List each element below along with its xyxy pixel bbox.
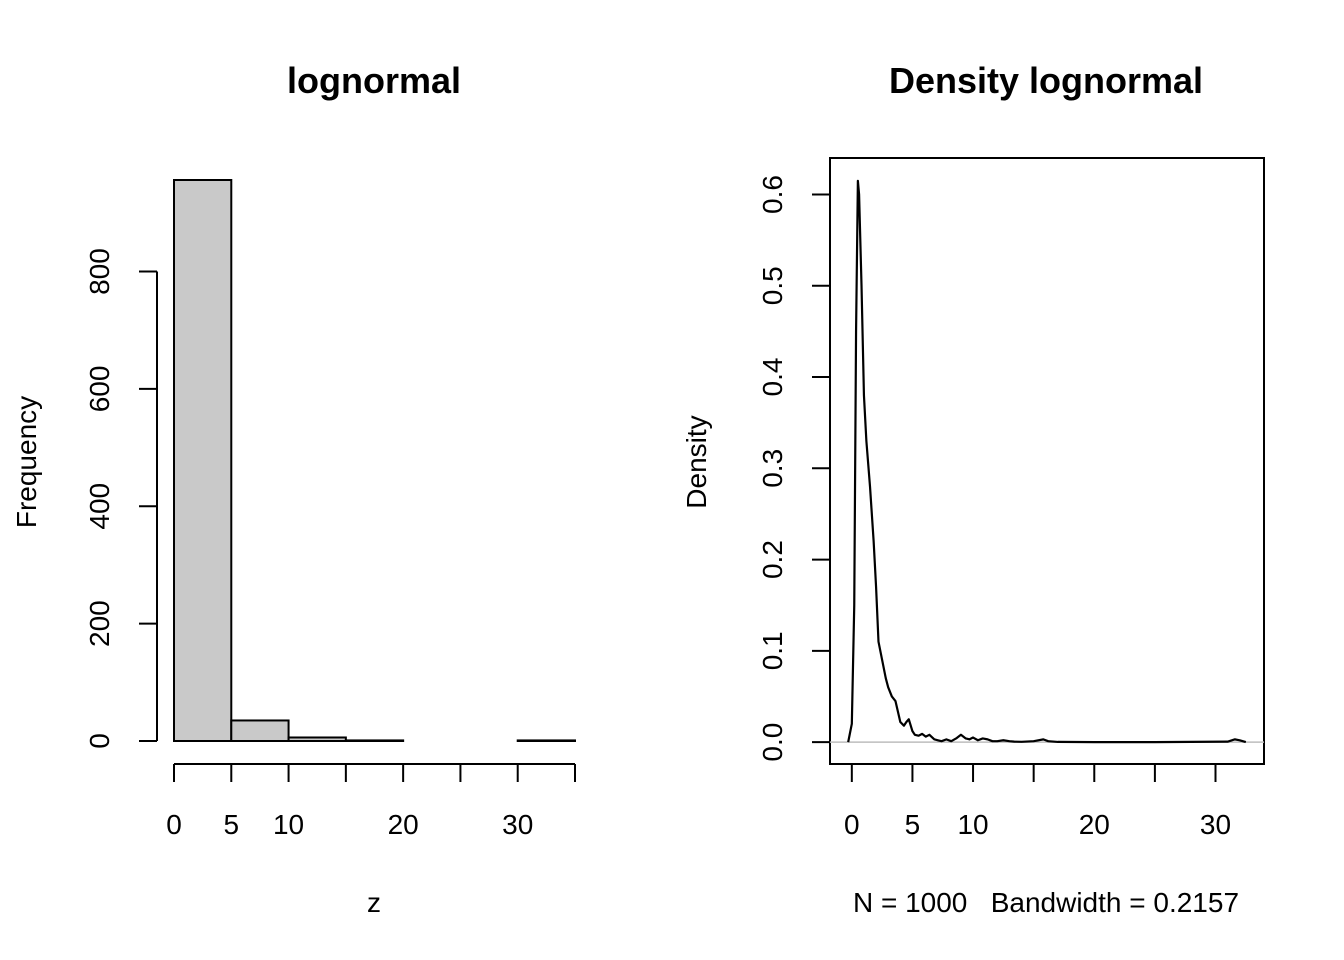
density-plot-frame <box>829 157 1265 765</box>
histogram-panel: lognormal z Frequency 0 5 10 20 30 0 200 400 60… <box>11 60 577 918</box>
histogram-y-tick-label: 0 <box>84 733 115 749</box>
histogram-y-tick-label: 600 <box>84 366 115 413</box>
histogram-x-tick-label: 5 <box>223 809 239 840</box>
histogram-y-tick-label: 800 <box>84 248 115 295</box>
histogram-x-tick-label: 10 <box>273 809 304 840</box>
density-panel: Density lognormal N = 1000 Bandwidth = 0… <box>681 60 1265 918</box>
density-y-tick-label: 0.3 <box>757 449 788 488</box>
histogram-y-axis-label: Frequency <box>11 396 42 528</box>
density-x-tick-label: 20 <box>1079 809 1110 840</box>
histogram-x-tick-label: 30 <box>502 809 533 840</box>
histogram-y-tick-label: 400 <box>84 483 115 530</box>
density-y-tick-label: 0.6 <box>757 175 788 214</box>
density-title: Density lognormal <box>889 60 1203 101</box>
density-y-axis: 0.0 0.1 0.2 0.3 0.4 0.5 0.6 <box>757 175 830 762</box>
density-x-tick-label: 10 <box>957 809 988 840</box>
histogram-x-tick-label: 20 <box>388 809 419 840</box>
histogram-bar <box>287 736 347 742</box>
histogram-x-axis: 0 5 10 20 30 <box>166 763 576 840</box>
density-x-axis-label: N = 1000 Bandwidth = 0.2157 <box>853 887 1239 918</box>
histogram-bar <box>516 739 577 743</box>
histogram-bar <box>344 739 405 743</box>
histogram-x-axis-label: z <box>367 887 381 918</box>
histogram-y-tick-label: 200 <box>84 600 115 647</box>
density-y-tick-label: 0.2 <box>757 540 788 579</box>
density-y-tick-label: 0.1 <box>757 631 788 670</box>
density-y-tick-label: 0.5 <box>757 266 788 305</box>
density-x-axis: 0 5 10 20 30 <box>844 764 1231 840</box>
density-x-tick-label: 30 <box>1200 809 1231 840</box>
histogram-bar <box>230 719 290 743</box>
density-x-tick-label: 5 <box>905 809 921 840</box>
histogram-bar <box>173 179 233 742</box>
histogram-x-tick-label: 0 <box>166 809 182 840</box>
histogram-title: lognormal <box>287 60 461 101</box>
density-y-tick-label: 0.4 <box>757 358 788 397</box>
histogram-y-axis: 0 200 400 600 800 <box>84 248 158 749</box>
density-y-tick-label: 0.0 <box>757 723 788 762</box>
density-x-tick-label: 0 <box>844 809 860 840</box>
histogram-bars <box>173 179 577 743</box>
density-curve <box>847 179 1247 744</box>
density-y-axis-label: Density <box>681 415 712 508</box>
